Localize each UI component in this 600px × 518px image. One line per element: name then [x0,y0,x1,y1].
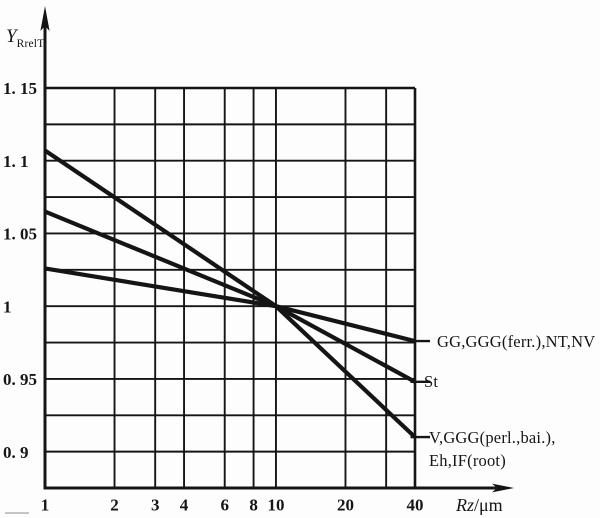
x-axis-unit: /μm [474,495,503,515]
curve-label-gg-line1: GG,GGG(ferr.),NT,NV [437,331,596,351]
curve-label-v-line2: Eh,IF(root) [429,450,506,470]
y-tick-label: 0. 95 [3,370,37,389]
x-axis-symbol: Rz [456,495,474,515]
scan-edge-artifact [5,512,29,514]
curve-label-st-line1: St [424,372,439,392]
x-tick-label: 10 [267,496,284,515]
x-tick-label: 2 [110,496,119,515]
y-tick-label: 1. 05 [3,225,37,244]
x-tick-label: 1 [41,496,50,515]
data-line [43,148,417,439]
curve-label-v-line1: V,GGG(perl.,bai.), [429,427,556,447]
x-tick-label: 3 [151,496,160,515]
x-axis-arrowhead-icon [492,483,514,493]
y-tick-label: 1. 15 [3,79,37,98]
y-axis-symbol: Y [6,26,17,47]
curve-label-gg: GG,GGG(ferr.),NT,NV [437,330,595,353]
x-tick-label: 4 [180,496,189,515]
y-axis-subscript: RrelT [16,37,45,50]
y-tick-label: 0. 9 [3,443,29,462]
y-tick-label: 1. 1 [3,152,29,171]
x-tick-label: 40 [407,496,424,515]
x-axis-title: Rz/μm [456,495,503,516]
x-tick-label: 6 [220,496,229,515]
x-tick-label: 8 [249,496,258,515]
data-line [44,266,416,344]
y-axis-arrowhead-icon [40,6,50,31]
y-axis-title: YRrelT [6,26,44,50]
curve-label-v: V,GGG(perl.,bai.), Eh,IF(root) [429,426,556,472]
x-tick-label: 20 [337,496,354,515]
curve-label-st: St [424,370,438,393]
y-tick-label: 1 [3,297,12,316]
